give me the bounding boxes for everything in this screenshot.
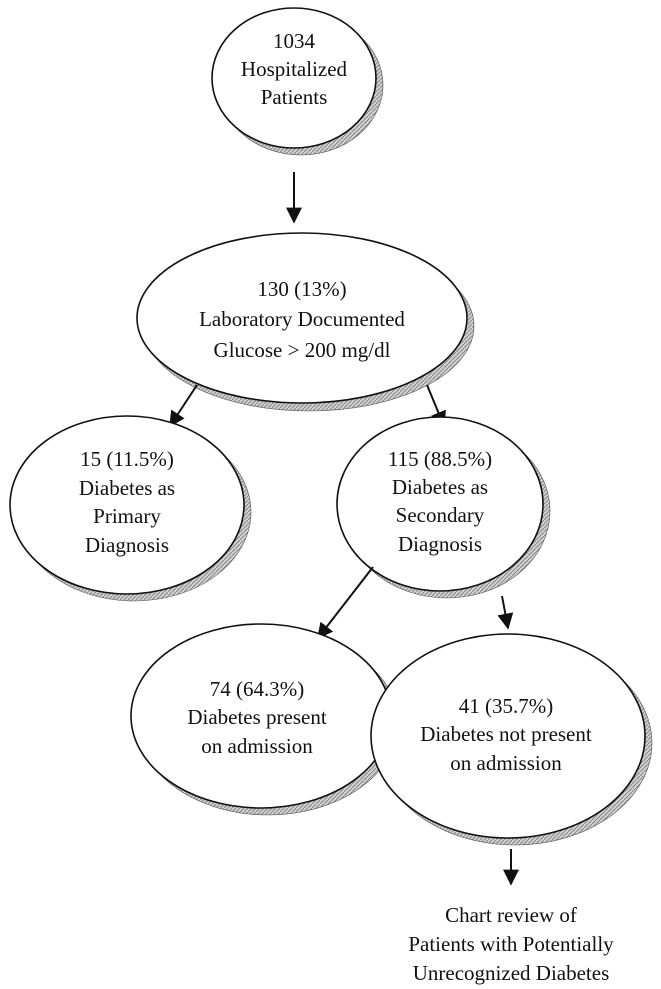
node-label-line: Hospitalized <box>241 57 348 81</box>
node-count: 15 (11.5%) <box>80 447 174 471</box>
node-chart-review: Chart review of Patients with Potentiall… <box>408 903 614 985</box>
node-label-line: Diabetes not present <box>420 722 592 746</box>
node-glucose-documented: 130 (13%) Laboratory Documented Glucose … <box>136 232 475 412</box>
node-label-line: Diagnosis <box>398 532 482 556</box>
node-ellipse <box>211 7 377 149</box>
node-label-line: Laboratory Documented <box>199 307 405 331</box>
node-count: 41 (35.7%) <box>459 694 553 718</box>
node-ellipse <box>9 415 245 595</box>
node-count: 1034 <box>273 29 316 53</box>
arrow-to-not-present <box>497 595 514 630</box>
node-secondary-diagnosis: 115 (88.5%) Diabetes as Secondary Diagno… <box>336 416 551 599</box>
node-ellipse <box>336 416 544 592</box>
node-ellipse <box>136 232 468 404</box>
node-label-line: Diabetes present <box>187 705 327 729</box>
arrow-to-present <box>317 566 374 640</box>
node-label-line: Patients <box>261 85 328 109</box>
node-label-line: Diagnosis <box>85 533 169 557</box>
node-hospitalized-patients: 1034 Hospitalized Patients <box>211 7 384 156</box>
arrow-to-primary <box>169 384 198 428</box>
node-diabetes-present: 74 (64.3%) Diabetes present on admission <box>130 623 399 816</box>
node-label-line: Diabetes as <box>79 476 175 500</box>
node-ellipse <box>370 633 646 839</box>
node-primary-diagnosis: 15 (11.5%) Diabetes as Primary Diagnosis <box>9 415 252 602</box>
node-label-line: Glucose > 200 mg/dl <box>214 338 391 362</box>
node-label-line: Secondary <box>396 503 485 527</box>
node-count: 74 (64.3%) <box>210 677 304 701</box>
node-label-line: on admission <box>450 751 562 775</box>
node-label-line: Diabetes as <box>392 475 488 499</box>
node-diabetes-not-present: 41 (35.7%) Diabetes not present on admis… <box>370 633 653 846</box>
node-count: 115 (88.5%) <box>388 447 492 471</box>
node-label-line: Primary <box>93 504 161 528</box>
node-label-line: Patients with Potentially <box>408 932 614 956</box>
node-label-line: Unrecognized Diabetes <box>413 961 610 985</box>
node-label-line: Chart review of <box>445 903 577 927</box>
node-label-line: on admission <box>201 734 313 758</box>
node-count: 130 (13%) <box>257 277 346 301</box>
